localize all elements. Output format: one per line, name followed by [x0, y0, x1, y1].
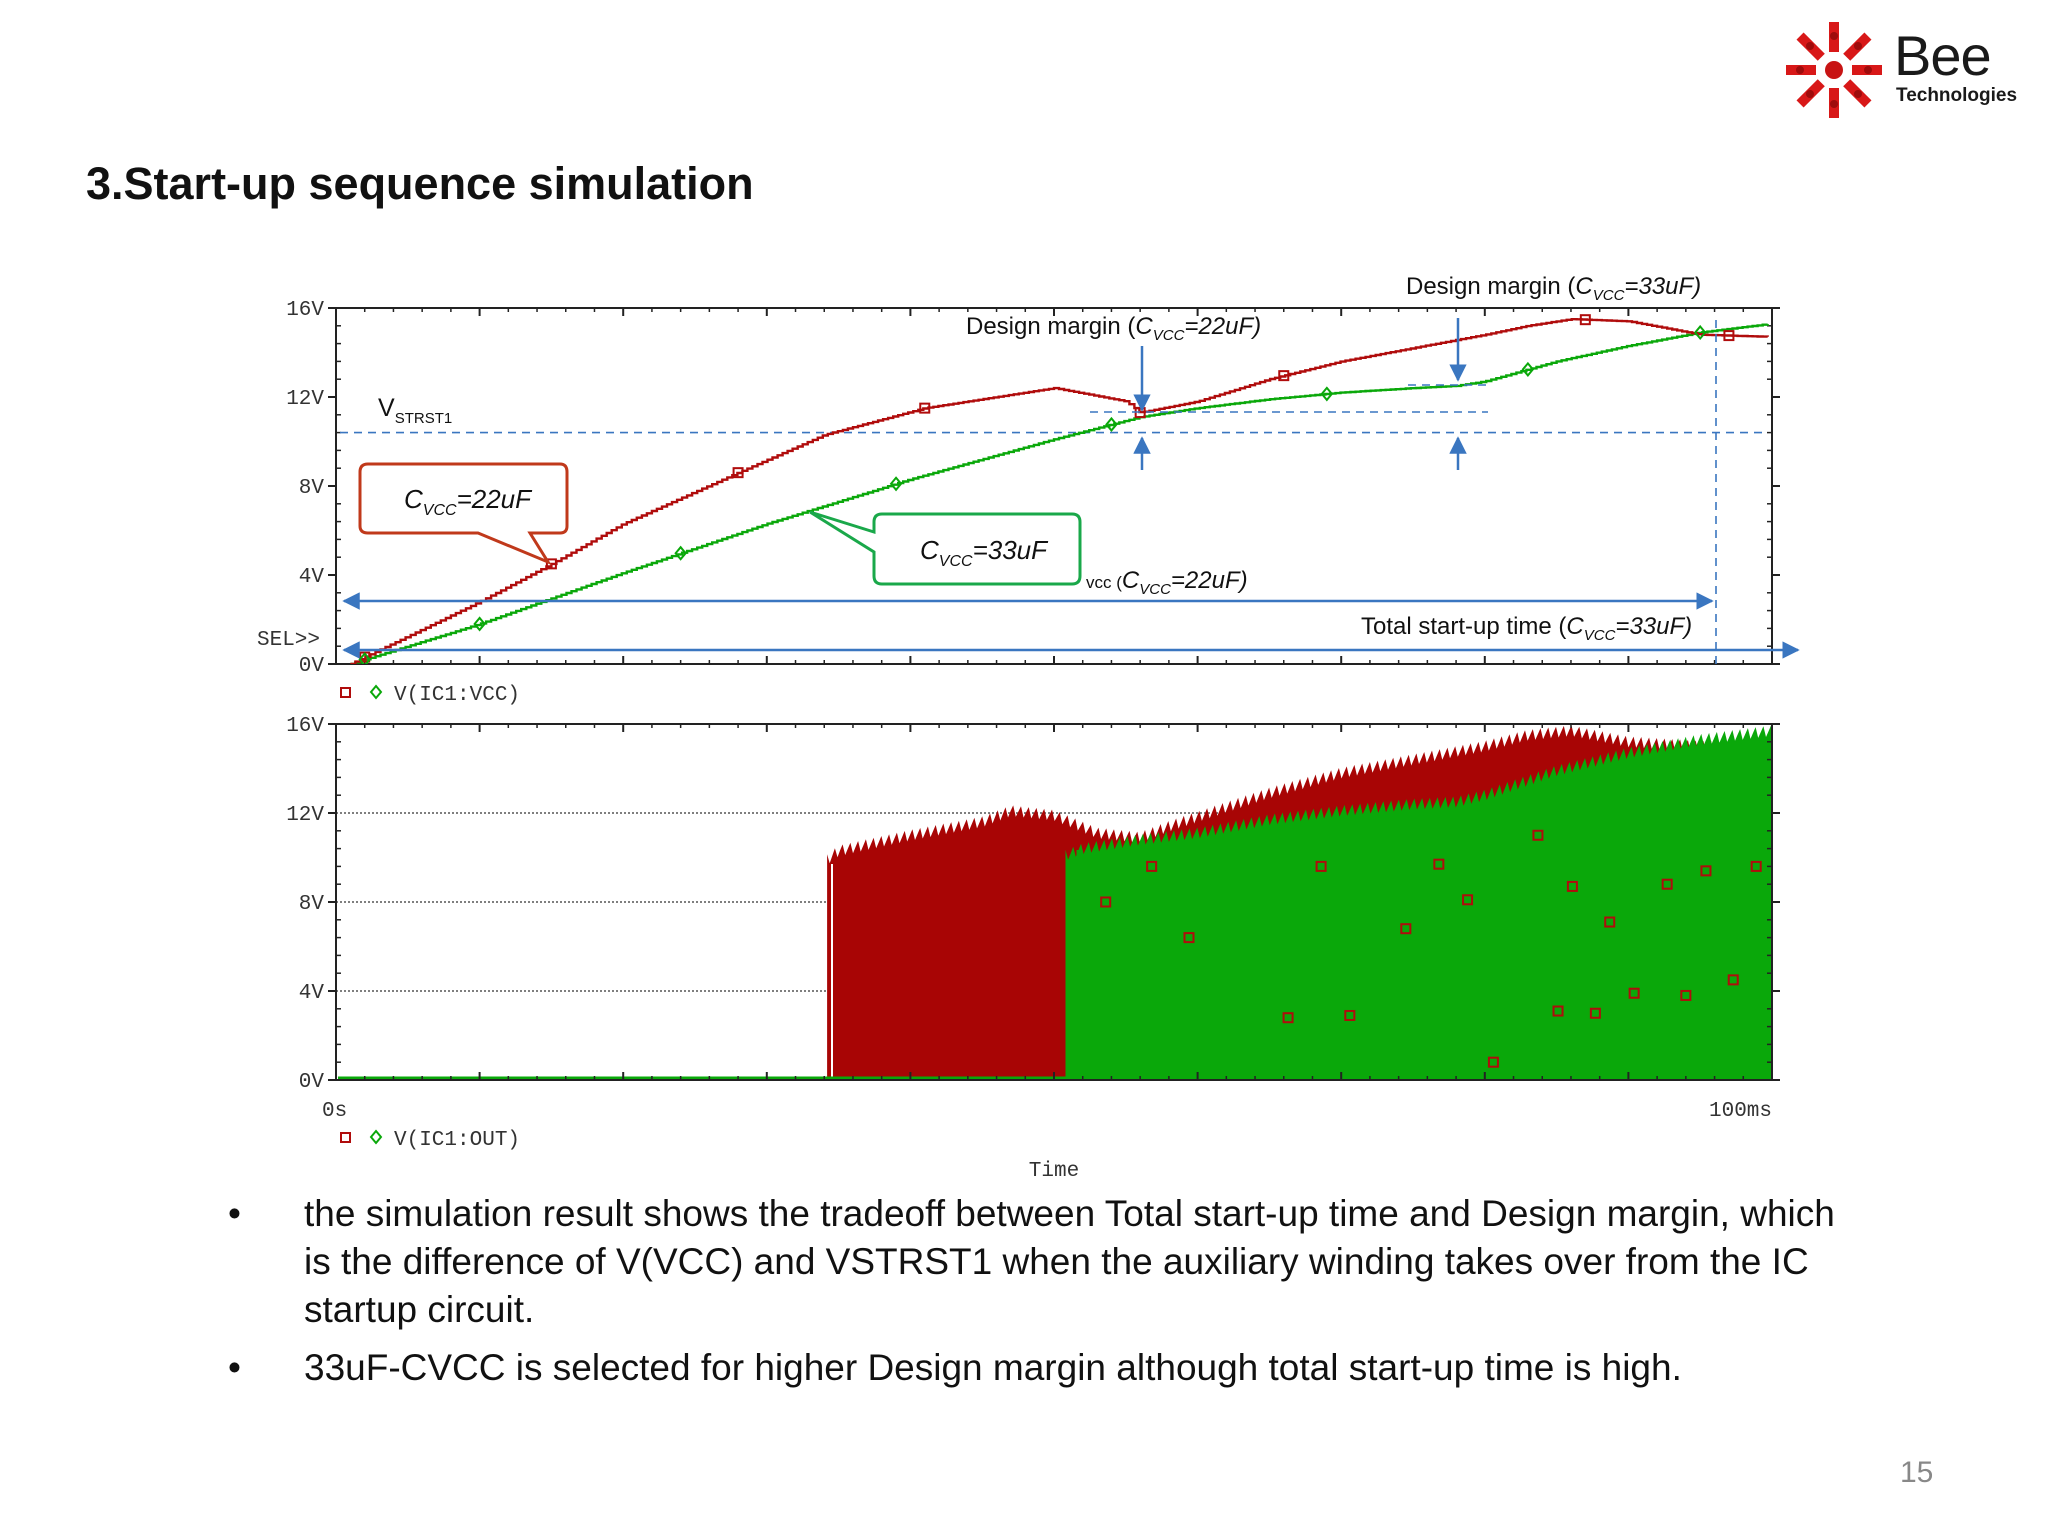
vcc-33uf-marker: [473, 616, 486, 632]
vcc-22uf-marker: [1723, 330, 1735, 342]
out-scatter-markers: [1100, 829, 1762, 1068]
vcc-plot: 0V 4V 8V 12V 16V VSTRST1 Design margin (CVCC…: [257, 273, 1800, 707]
callout-33uf: [809, 510, 1082, 586]
y-tick-label: 0V: [299, 655, 325, 678]
legend-diamond-icon: [369, 684, 383, 700]
y-tick-label: 12V: [286, 388, 324, 411]
vcc-33uf-marker: [1521, 361, 1535, 377]
bullet-item: • the simulation result shows the tradeof…: [228, 1193, 1835, 1330]
design-margin-33uf-label: Design margin (CVCC=33uF): [1406, 273, 1701, 304]
out-plot: 0V 4V 8V 12V 16V 0s 100ms V(IC1:OUT) Time: [286, 715, 1780, 1183]
y-tick-label: 8V: [299, 893, 325, 916]
out-scatter-marker: [1487, 1056, 1499, 1068]
y-tick-label: 0V: [299, 1071, 325, 1094]
vcc-series-22uf: [350, 318, 1769, 664]
out-scatter-marker: [1146, 860, 1158, 872]
vstrst1-label: VSTRST1: [378, 394, 452, 427]
out-y-tick-labels: 0V 4V 8V 12V 16V: [286, 715, 324, 1094]
out-scatter-marker: [1433, 858, 1445, 870]
x-tick-0s: 0s: [322, 1100, 347, 1123]
out-scatter-marker: [1680, 989, 1692, 1001]
vcc-22uf-marker: [1278, 370, 1290, 382]
bee-technologies-logo: Bee Technologies: [1782, 18, 2042, 122]
out-scatter-marker: [1661, 878, 1673, 890]
bullet-text: 33uF-CVCC is selected for higher Design …: [304, 1347, 1682, 1388]
y-tick-label: 8V: [299, 477, 325, 500]
logo-word: Bee: [1894, 24, 1992, 87]
out-scatter-marker: [1100, 896, 1112, 908]
vcc-33uf-marker: [1105, 416, 1118, 433]
total-startup-22uf-label: vcc (CVCC=22uF): [1086, 567, 1248, 598]
logo-subtitle: Technologies: [1896, 85, 2018, 106]
out-scatter-marker: [1589, 1007, 1601, 1019]
vcc-33uf-marker: [1693, 324, 1707, 341]
vcc-33uf-marker: [1320, 386, 1334, 402]
callout-33uf-text: CVCC=33uF: [920, 535, 1049, 570]
design-margin-22uf-label: Design margin (CVCC=22uF): [966, 313, 1261, 344]
out-scatter-marker: [1400, 923, 1412, 935]
out-scatter-marker: [1532, 829, 1544, 841]
out-scatter-marker: [1552, 1005, 1564, 1017]
page-number: 15: [1900, 1456, 1934, 1489]
callout-22uf-text: CVCC=22uF: [404, 484, 533, 519]
out-scatter-marker: [1700, 865, 1712, 877]
slide-title: 3.Start-up sequence simulation: [86, 158, 754, 209]
out-series-33uf-area: [1065, 725, 1772, 1080]
out-legend-label: V(IC1:OUT): [394, 1129, 520, 1152]
y-tick-label: 4V: [299, 566, 325, 589]
vcc-y-tick-labels: 0V 4V 8V 12V 16V: [286, 299, 324, 678]
vcc-22uf-marker: [732, 467, 744, 479]
y-tick-label: 4V: [299, 982, 325, 1005]
y-tick-label: 16V: [286, 299, 324, 322]
bee-burst-icon: [1786, 22, 1882, 118]
out-scatter-marker: [1628, 987, 1640, 999]
out-scatter-marker: [1282, 1012, 1294, 1024]
out-scatter-marker: [1462, 894, 1474, 906]
x-tick-100ms: 100ms: [1709, 1100, 1772, 1123]
simulation-figure: 0V 4V 8V 12V 16V VSTRST1 Design margin (CVCC…: [257, 273, 1800, 1183]
vcc-22uf-marker: [1579, 314, 1591, 326]
vcc-33uf-marker: [889, 476, 903, 492]
callout-22uf: [358, 462, 569, 566]
vcc-33uf-marker: [674, 545, 687, 561]
vcc-legend-label: V(IC1:VCC): [394, 684, 520, 707]
out-scatter-marker: [1315, 860, 1327, 872]
bullet-text: the simulation result shows the tradeoff…: [304, 1193, 1835, 1330]
vcc-22uf-marker: [919, 402, 931, 414]
out-scatter-marker: [1344, 1009, 1356, 1021]
sel-marker-label: SEL>>: [257, 629, 320, 652]
total-startup-33uf-label: Total start-up time (CVCC=33uF): [1361, 613, 1692, 644]
y-tick-label: 16V: [286, 715, 324, 738]
out-scatter-marker: [1727, 974, 1739, 986]
out-scatter-marker: [1183, 932, 1195, 944]
bullet-list: • the simulation result shows the tradeof…: [220, 1190, 1870, 1402]
y-tick-label: 12V: [286, 804, 324, 827]
legend-diamond-icon: [369, 1129, 383, 1145]
bullet-item: • 33uF-CVCC is selected for higher Design…: [228, 1347, 1682, 1388]
out-scatter-marker: [1750, 860, 1762, 872]
out-scatter-marker: [1604, 916, 1616, 928]
legend-square-icon: [340, 687, 351, 698]
legend-square-icon: [340, 1132, 351, 1143]
out-plot-ticks: [328, 723, 1780, 1081]
x-axis-label: Time: [1029, 1160, 1079, 1183]
vcc-22uf-marker: [545, 558, 557, 570]
out-scatter-marker: [1566, 880, 1578, 892]
